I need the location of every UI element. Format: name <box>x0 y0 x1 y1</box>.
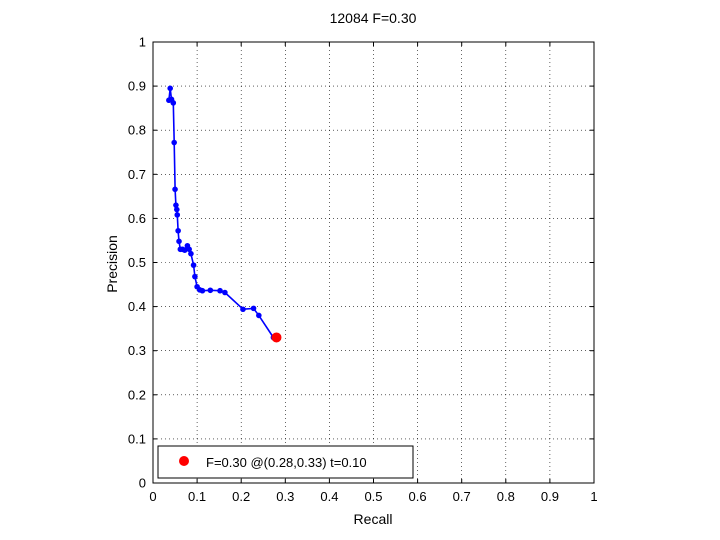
series-point <box>256 312 262 319</box>
x-tick-label: 0.8 <box>497 489 515 504</box>
y-tick-label: 0.9 <box>128 79 146 94</box>
y-tick-label: 0.5 <box>128 255 146 270</box>
series-point <box>188 250 194 257</box>
series-layer <box>166 85 277 341</box>
series-point <box>174 212 181 218</box>
chart-title: 12084 F=0.30 <box>330 10 417 26</box>
series-point <box>186 246 192 253</box>
series-point <box>222 289 228 296</box>
y-tick-label: 0.1 <box>128 431 146 446</box>
x-tick-label: 1 <box>590 489 597 504</box>
x-tick-label: 0.3 <box>276 489 294 504</box>
x-tick-label: 0.5 <box>364 489 382 504</box>
series-point <box>170 100 177 106</box>
y-tick-label: 0.8 <box>128 123 146 138</box>
series-point <box>174 206 180 213</box>
series-point <box>181 247 188 253</box>
series-point <box>173 202 179 208</box>
y-tick-label: 0.4 <box>128 299 146 314</box>
x-tick-label: 0.9 <box>541 489 559 504</box>
legend-entry-text: F=0.30 @(0.28,0.33) t=0.10 <box>206 455 367 470</box>
series-point <box>176 238 182 245</box>
y-tick-label: 0.6 <box>128 211 146 226</box>
y-axis-label: Precision <box>104 235 120 293</box>
axis-ticks: 0 0.1 0.2 0.3 0.4 0.5 0.6 0.7 0.8 0.9 1 0 0.1 0.2 0.3 0… <box>128 35 598 505</box>
series-point <box>192 273 198 280</box>
x-tick-label: 0.7 <box>453 489 471 504</box>
series-point <box>171 139 177 146</box>
grid <box>153 42 594 483</box>
series-point <box>190 262 197 268</box>
series-point <box>175 227 181 234</box>
series-point <box>217 287 223 294</box>
legend: F=0.30 @(0.28,0.33) t=0.10 <box>157 445 414 479</box>
x-tick-label: 0.4 <box>320 489 338 504</box>
y-tick-label: 0.3 <box>128 343 146 358</box>
y-tick-label: 0 <box>139 476 146 491</box>
x-tick-label: 0.2 <box>232 489 250 504</box>
series-point <box>207 287 214 294</box>
best-f-point <box>271 332 282 343</box>
y-tick-label: 1 <box>139 35 146 50</box>
x-tick-label: 0 <box>149 489 156 504</box>
legend-marker <box>179 456 189 466</box>
series-point <box>199 287 206 294</box>
x-tick-label: 0.1 <box>188 489 206 504</box>
y-tick-label: 0.2 <box>128 387 146 402</box>
x-axis-label: Recall <box>354 511 393 527</box>
series-point <box>167 85 173 92</box>
highlight-layer <box>271 332 282 343</box>
y-tick-label: 0.7 <box>128 167 146 182</box>
series-point <box>240 306 246 313</box>
series-point <box>250 305 257 312</box>
series-point <box>172 186 178 193</box>
legend-box <box>157 445 414 479</box>
x-tick-label: 0.6 <box>409 489 427 504</box>
